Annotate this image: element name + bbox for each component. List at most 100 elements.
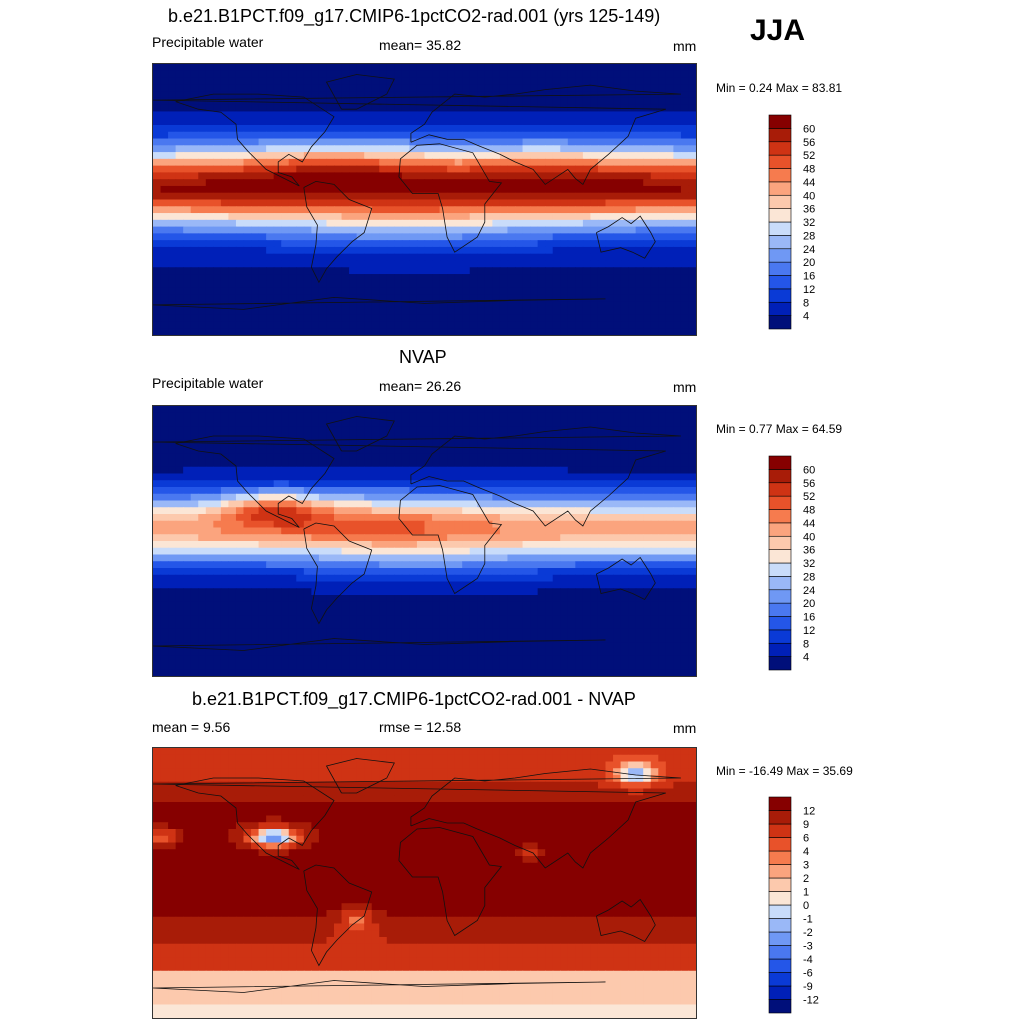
- map-cell: [168, 287, 177, 295]
- map-cell: [484, 124, 493, 133]
- map-cell: [258, 91, 267, 99]
- map-cell: [665, 480, 674, 488]
- map-cell: [575, 568, 584, 576]
- map-cell: [266, 294, 275, 302]
- map-cell: [349, 246, 358, 255]
- map-cell: [650, 280, 659, 289]
- map-cell: [439, 111, 448, 119]
- map-cell: [635, 581, 644, 589]
- map-cell: [567, 185, 576, 194]
- map-cell: [560, 287, 569, 295]
- map-cell: [582, 466, 592, 475]
- map-cell: [635, 233, 644, 241]
- map-cell: [605, 213, 614, 221]
- map-cell: [484, 219, 493, 228]
- map-cell: [318, 493, 328, 502]
- map-cell: [349, 158, 358, 167]
- map-cell: [454, 439, 463, 448]
- map-cell: [356, 514, 365, 522]
- map-cell: [537, 554, 546, 562]
- map-cell: [416, 301, 426, 309]
- map-cell: [288, 118, 297, 126]
- map-cell: [326, 426, 335, 434]
- map-cell: [597, 111, 607, 119]
- map-cell: [447, 111, 456, 119]
- map-cell: [545, 246, 554, 255]
- map-cell: [605, 507, 614, 515]
- map-cell: [597, 294, 607, 302]
- map-cell: [175, 165, 184, 174]
- map-cell: [371, 466, 380, 475]
- map-cell: [168, 595, 177, 603]
- map-cell: [688, 547, 696, 556]
- map-cell: [620, 301, 629, 309]
- map-cell: [220, 507, 230, 515]
- map-cell: [371, 541, 380, 549]
- map-cell: [205, 165, 214, 174]
- map-cell: [613, 294, 622, 302]
- map-cell: [484, 226, 493, 234]
- map-cell: [394, 118, 403, 126]
- map-cell: [349, 226, 358, 234]
- map-cell: [628, 267, 637, 275]
- map-cell: [228, 260, 237, 268]
- map-cell: [205, 280, 214, 289]
- map-cell: [454, 527, 463, 535]
- map-cell: [168, 131, 177, 140]
- map-cell: [628, 131, 637, 140]
- map-cell: [183, 172, 192, 180]
- map-cell: [175, 192, 184, 201]
- map-cell: [183, 206, 192, 214]
- map-cell: [394, 301, 403, 309]
- map-cell: [258, 192, 267, 201]
- map-cell: [288, 246, 297, 255]
- map-cell: [273, 145, 282, 153]
- map-cell: [258, 520, 267, 529]
- map-cell: [416, 460, 426, 468]
- map-cell: [469, 328, 478, 335]
- map-cell: [168, 541, 177, 549]
- map-cell: [341, 287, 350, 295]
- map-cell: [394, 453, 403, 461]
- map-cell: [303, 219, 312, 228]
- map-cell: [462, 91, 471, 99]
- map-cell: [620, 267, 629, 275]
- map-cell: [605, 547, 614, 556]
- map-cell: [462, 453, 471, 461]
- map-cell: [311, 64, 320, 72]
- map-cell: [243, 274, 252, 282]
- map-cell: [273, 199, 282, 207]
- map-cell: [688, 466, 696, 475]
- map-cell: [597, 213, 607, 221]
- map-cell: [635, 77, 644, 85]
- map-cell: [409, 412, 418, 421]
- map-cell: [613, 192, 622, 201]
- map-cell: [168, 84, 177, 92]
- map-cell: [258, 294, 267, 302]
- map-cell: [168, 466, 177, 475]
- map-cell: [530, 301, 539, 309]
- map-cell: [484, 287, 493, 295]
- map-cell: [537, 165, 546, 174]
- map-cell: [688, 70, 696, 79]
- map-cell: [190, 206, 199, 214]
- map-cell: [492, 514, 501, 522]
- map-cell: [364, 192, 373, 201]
- map-cell: [379, 439, 388, 448]
- map-cell: [220, 253, 230, 262]
- map-cell: [680, 460, 690, 468]
- map-cell: [175, 568, 184, 576]
- map-cell: [183, 91, 192, 99]
- map-cell: [650, 307, 659, 316]
- map-cell: [311, 581, 320, 589]
- map-cell: [349, 588, 358, 596]
- map-cell: [273, 260, 282, 268]
- map-cell: [349, 446, 358, 454]
- map-cell: [394, 104, 403, 113]
- map-cell: [643, 64, 652, 72]
- map-cell: [658, 446, 667, 454]
- map-cell: [507, 419, 516, 427]
- map-cell: [251, 507, 260, 515]
- map-cell: [303, 165, 312, 174]
- map-cell: [552, 280, 561, 289]
